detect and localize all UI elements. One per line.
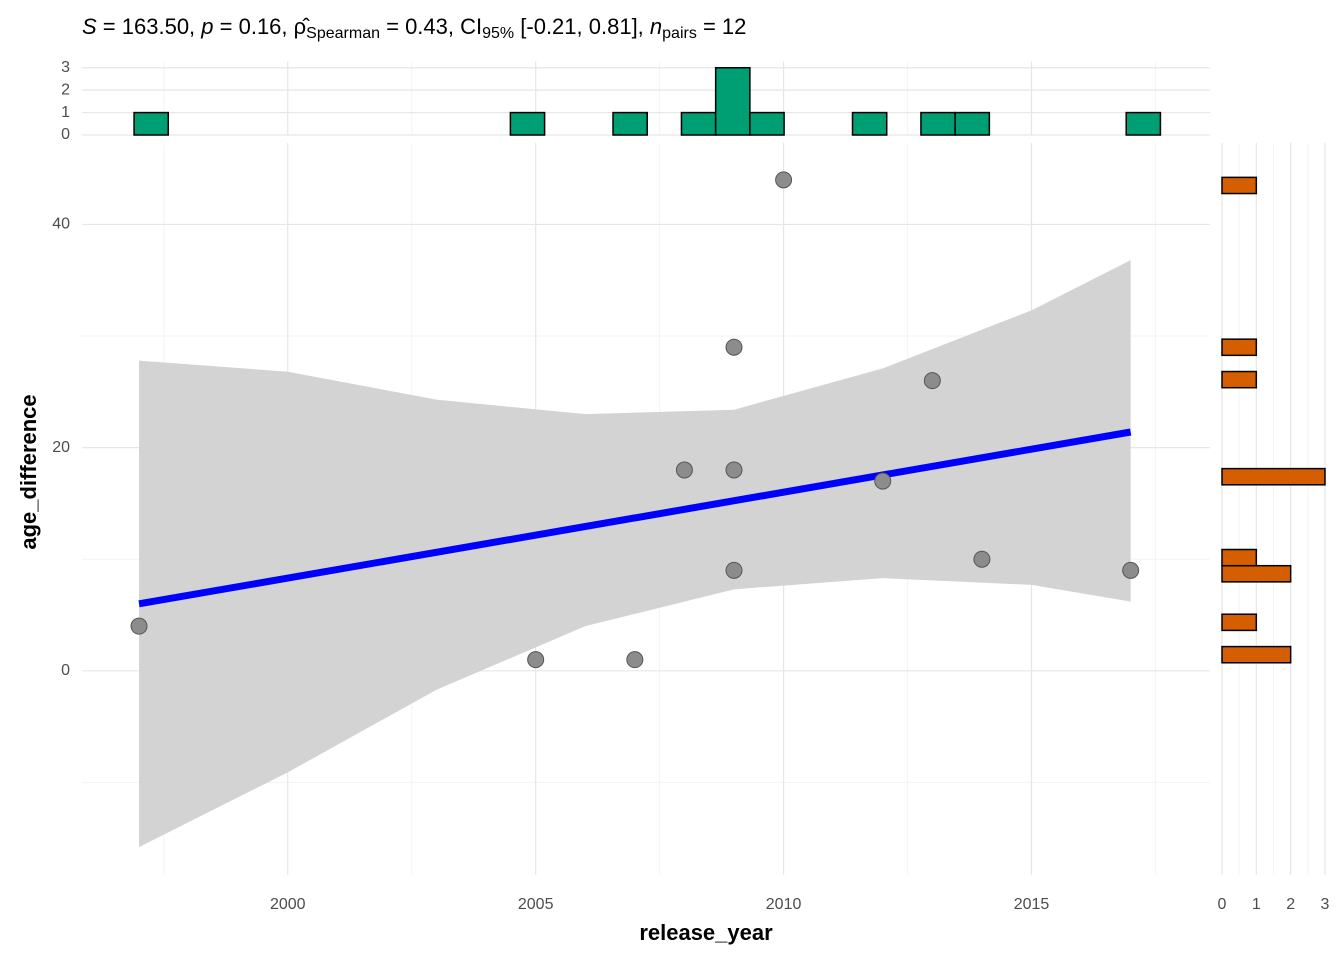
histogram-bar xyxy=(1221,176,1258,195)
x-tick-label: 2015 xyxy=(1014,896,1050,913)
x-tick-label: 2000 xyxy=(270,896,306,913)
y-tick-label: 0 xyxy=(61,126,70,143)
x-tick-label: 1 xyxy=(1252,896,1261,913)
histogram-bar xyxy=(1125,111,1162,136)
fit-line xyxy=(138,428,1132,608)
histogram-bar xyxy=(1221,645,1292,664)
title-part: n xyxy=(650,14,662,39)
x-tick-label: 2 xyxy=(1286,896,1295,913)
point xyxy=(626,651,644,669)
point xyxy=(130,617,148,635)
histogram-bar xyxy=(133,111,170,136)
title-part: ρ̂ xyxy=(294,14,311,39)
point xyxy=(973,550,991,568)
point xyxy=(923,372,941,390)
point xyxy=(527,651,545,669)
histogram-bar xyxy=(1221,338,1258,357)
title-part: = 12 xyxy=(697,14,747,39)
y-tick-label: 3 xyxy=(61,59,70,76)
histogram-bar xyxy=(612,111,648,136)
x-tick-label: 2010 xyxy=(766,896,802,913)
histogram-bar xyxy=(680,111,717,136)
y-tick-label: 2 xyxy=(61,81,70,98)
point xyxy=(725,561,743,579)
point xyxy=(874,472,892,490)
title-part: Spearman xyxy=(306,25,380,42)
y-tick-label: 0 xyxy=(61,662,70,679)
histogram-bar xyxy=(714,66,751,136)
x-tick-label: 3 xyxy=(1321,896,1330,913)
point xyxy=(775,171,793,189)
title-part: = 0.16, xyxy=(214,14,294,39)
point xyxy=(675,461,693,479)
title-part: = 163.50, xyxy=(97,14,202,39)
histogram-bar xyxy=(954,111,991,136)
point xyxy=(725,338,743,356)
y-tick-label: 20 xyxy=(52,439,70,456)
x-axis-title: release_year xyxy=(639,920,773,945)
point xyxy=(1122,561,1140,579)
histogram-bar xyxy=(851,111,888,136)
histogram-bar xyxy=(1221,548,1258,567)
x-tick-label: 2005 xyxy=(518,896,554,913)
histogram-bar xyxy=(509,111,546,136)
histogram-bar xyxy=(1221,564,1292,583)
histogram-bar xyxy=(1221,613,1258,632)
title-part: 95% xyxy=(482,25,514,42)
x-tick-label: 0 xyxy=(1218,896,1227,913)
title-part: = 0.43, CI xyxy=(380,14,482,39)
histogram-bar xyxy=(1221,467,1326,486)
title-part: S xyxy=(82,14,97,39)
histogram-bar xyxy=(1221,370,1258,389)
histogram-bar xyxy=(749,111,785,136)
y-tick-label: 1 xyxy=(61,104,70,121)
title-part: p xyxy=(200,14,213,39)
histogram-bar xyxy=(920,111,956,136)
y-tick-label: 40 xyxy=(52,216,70,233)
title-part: pairs xyxy=(662,25,697,42)
title-part: [-0.21, 0.81], xyxy=(514,14,650,39)
y-axis-title: age_difference xyxy=(16,394,41,549)
point xyxy=(725,461,743,479)
chart-title: S = 163.50, p = 0.16, ρ̂Spearman = 0.43,… xyxy=(82,14,746,42)
confidence-band xyxy=(139,260,1131,848)
